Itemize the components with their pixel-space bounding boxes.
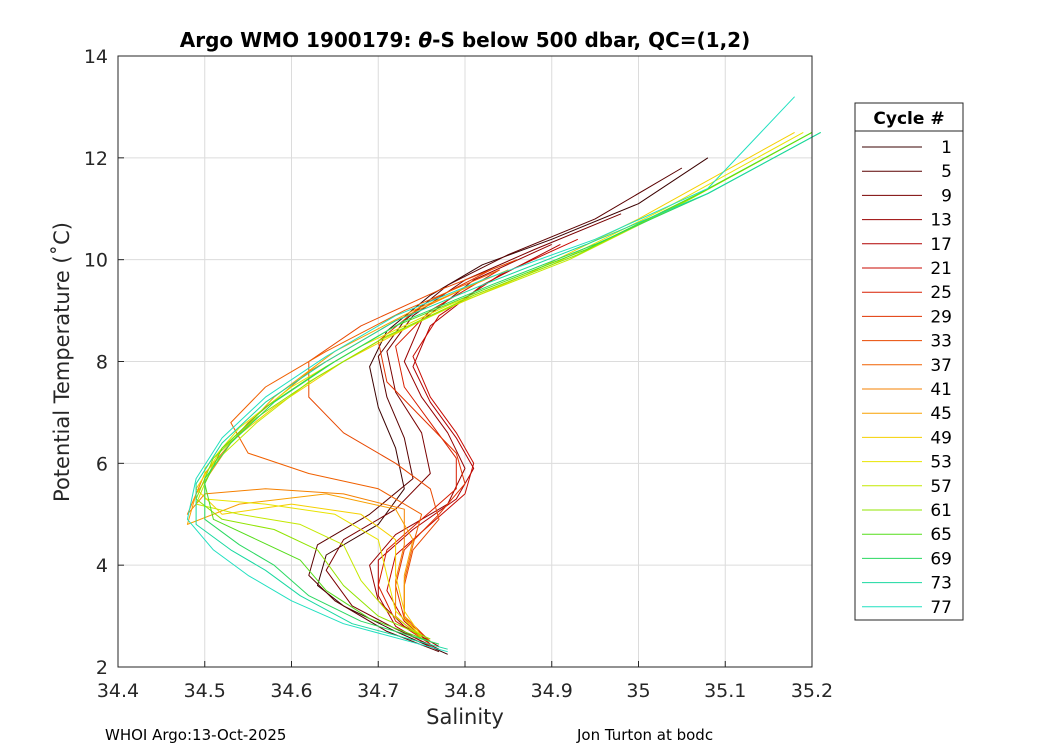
legend-label-cycle-73: 73 (930, 574, 952, 594)
y-tick-label: 4 (96, 555, 108, 577)
x-tick-label: 34.4 (97, 680, 139, 702)
legend-label-cycle-41: 41 (930, 380, 952, 400)
legend-label-cycle-77: 77 (930, 598, 952, 618)
legend-label-cycle-49: 49 (930, 428, 952, 448)
series-line-cycle-65 (204, 131, 813, 642)
x-tick-label: 34.7 (357, 680, 399, 702)
y-axis-ticks: 2 4 6 8 10 12 14 (84, 46, 124, 679)
chart-title: Argo WMO 1900179: θ-S below 500 dbar, QC… (180, 28, 750, 52)
legend-label-cycle-65: 65 (930, 525, 952, 545)
series-line-cycle-25 (377, 269, 500, 645)
data-series (186, 96, 821, 655)
grid-lines (117, 55, 813, 668)
series-line-cycle-9 (325, 213, 622, 650)
series-line-cycle-45 (186, 269, 509, 640)
legend-label-cycle-33: 33 (930, 332, 952, 352)
y-axis-label: Potential Temperature (˚C) (50, 222, 74, 502)
legend-label-cycle-53: 53 (930, 453, 952, 473)
legend-label-cycle-61: 61 (930, 501, 952, 521)
y-tick-label: 2 (96, 657, 108, 679)
legend-title: Cycle # (873, 109, 944, 129)
legend-label-cycle-37: 37 (930, 356, 952, 376)
x-axis-ticks: 34.4 34.5 34.6 34.7 34.8 34.9 35 35.1 35.2 (97, 661, 833, 702)
series-line-cycle-17 (377, 243, 561, 648)
x-tick-label: 34.6 (270, 680, 312, 702)
x-axis-label: Salinity (426, 705, 504, 729)
legend-label-cycle-29: 29 (930, 307, 952, 327)
footer-source: WHOI Argo:13-Oct-2025 (105, 726, 287, 744)
y-tick-label: 14 (84, 46, 108, 68)
series-line-cycle-41 (186, 279, 483, 640)
legend-label-cycle-17: 17 (930, 235, 952, 255)
y-tick-label: 6 (96, 453, 108, 475)
y-tick-label: 12 (84, 148, 108, 170)
legend-label-cycle-9: 9 (941, 186, 952, 206)
series-line-cycle-53 (204, 131, 804, 637)
legend: Cycle # 1 5 9 13 17 21 25 29 33 37 41 45 49 53 57 61 65 6… (854, 102, 964, 621)
x-tick-label: 34.8 (444, 680, 486, 702)
series-line-cycle-61 (195, 131, 813, 640)
series-line-cycle-57 (195, 131, 813, 637)
series-line-cycle-5 (308, 167, 683, 653)
series-line-cycle-1 (317, 157, 709, 655)
series-line-cycle-37 (230, 269, 500, 640)
series-line-cycle-77 (186, 96, 795, 653)
legend-label-cycle-1: 1 (941, 138, 952, 158)
footer-author: Jon Turton at bodc (577, 726, 714, 744)
series-line-cycle-49 (195, 131, 795, 637)
legend-label-cycle-25: 25 (930, 283, 952, 303)
y-tick-label: 8 (96, 352, 108, 374)
x-tick-label: 34.9 (531, 680, 573, 702)
legend-label-cycle-57: 57 (930, 477, 952, 497)
series-line-cycle-73 (195, 131, 821, 650)
legend-label-cycle-21: 21 (930, 259, 952, 279)
series-line-cycle-69 (204, 131, 821, 645)
series-line-cycle-21 (386, 238, 579, 645)
legend-label-cycle-69: 69 (930, 549, 952, 569)
legend-label-cycle-45: 45 (930, 404, 952, 424)
legend-label-cycle-5: 5 (941, 162, 952, 182)
x-tick-label: 34.5 (184, 680, 226, 702)
legend-items: 1 5 9 13 17 21 25 29 33 37 41 45 49 53 57 61 65 69 73 77 (862, 138, 952, 618)
x-tick-label: 35.2 (791, 680, 833, 702)
legend-label-cycle-13: 13 (930, 211, 952, 231)
x-tick-label: 35.1 (704, 680, 746, 702)
y-tick-label: 10 (84, 250, 108, 272)
x-tick-label: 35 (626, 680, 650, 702)
